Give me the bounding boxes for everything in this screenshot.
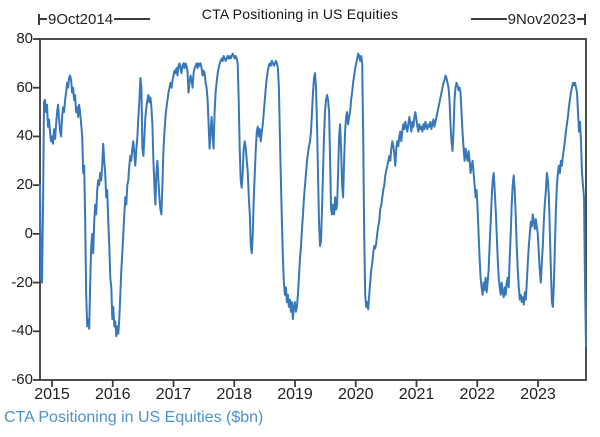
y-tick-label: 60 [16,78,33,96]
start-dash-icon [40,18,47,20]
y-tick-label: 40 [16,127,33,145]
x-tick-label: 2023 [520,386,556,403]
x-tick-label: 2016 [94,386,131,403]
end-date-label: 9Nov2023 [507,10,576,28]
y-tick-label: 0 [24,224,33,242]
y-tick-label: 80 [16,30,33,47]
x-tick-label: 2019 [277,386,313,403]
x-tick-label: 2015 [34,386,70,403]
start-range-dash-icon [114,18,151,20]
end-date-annotation: 9Nov2023 [470,10,586,28]
x-tick-label: 2021 [398,386,435,403]
x-tick-label: 2018 [216,386,253,403]
y-tick-label: -60 [11,371,33,388]
start-tick-icon [38,13,40,25]
end-tick-icon [584,13,586,25]
x-tick-label: 2022 [459,386,496,403]
start-date-label: 9Oct2014 [48,10,114,28]
legend-label: CTA Positioning in US Equities ($bn) [4,409,264,426]
x-tick-label: 2017 [155,386,192,403]
y-tick-label: -20 [11,273,33,291]
y-axis-labels: 80 60 40 20 0 -20 -40 -60 [0,0,36,437]
start-date-annotation: 9Oct2014 [38,10,151,28]
end-dash-icon [577,18,584,20]
chart-title: CTA Positioning in US Equities [201,6,399,22]
x-tick-label: 2020 [337,386,374,403]
y-tick-label: 20 [16,176,33,194]
end-range-dash-icon [470,18,507,20]
y-tick-label: -40 [11,322,33,340]
cta-positioning-line [39,52,587,347]
